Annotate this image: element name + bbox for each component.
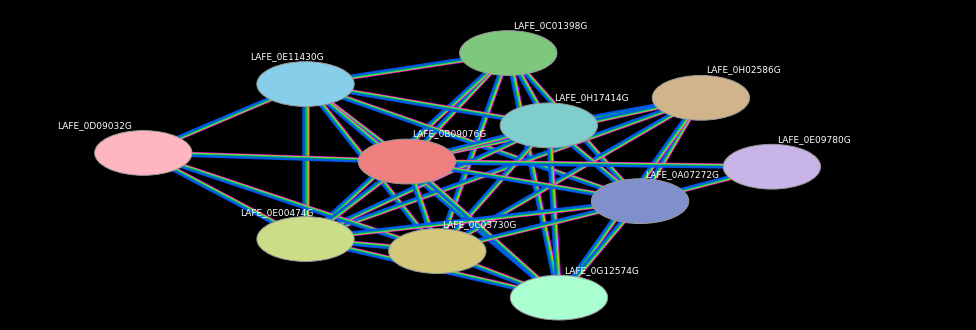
Ellipse shape: [388, 229, 486, 274]
Ellipse shape: [652, 76, 750, 120]
Text: LAFE_0G12574G: LAFE_0G12574G: [564, 266, 639, 275]
Ellipse shape: [500, 103, 597, 148]
Ellipse shape: [723, 144, 821, 189]
Text: LAFE_0H17414G: LAFE_0H17414G: [554, 93, 629, 102]
Ellipse shape: [591, 179, 689, 223]
Text: LAFE_0E11430G: LAFE_0E11430G: [250, 51, 323, 61]
Text: LAFE_0B09076G: LAFE_0B09076G: [412, 129, 486, 138]
Text: LAFE_0A07272G: LAFE_0A07272G: [645, 170, 719, 179]
Ellipse shape: [257, 217, 354, 261]
Text: LAFE_0H02586G: LAFE_0H02586G: [706, 65, 781, 74]
Ellipse shape: [510, 275, 608, 320]
Text: LAFE_0E09780G: LAFE_0E09780G: [777, 135, 851, 144]
Ellipse shape: [95, 131, 192, 175]
Text: LAFE_0C03730G: LAFE_0C03730G: [442, 220, 516, 229]
Ellipse shape: [460, 31, 557, 76]
Text: LAFE_0C01398G: LAFE_0C01398G: [513, 21, 588, 30]
Ellipse shape: [358, 139, 456, 184]
Ellipse shape: [257, 62, 354, 107]
Text: LAFE_0D09032G: LAFE_0D09032G: [58, 121, 132, 131]
Text: LAFE_0E00474G: LAFE_0E00474G: [240, 208, 313, 217]
